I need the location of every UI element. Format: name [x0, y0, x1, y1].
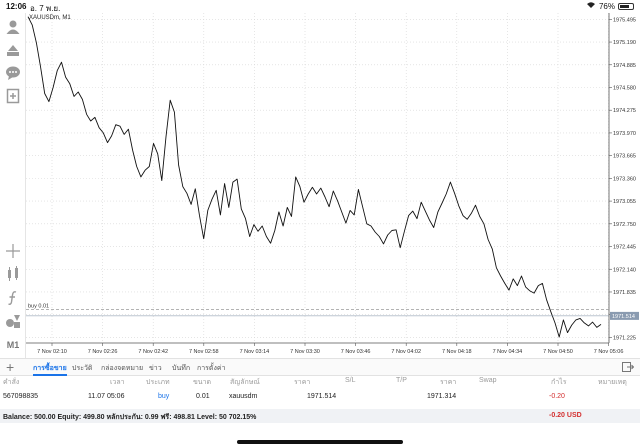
header-comment: หมายเหตุ	[598, 379, 627, 386]
trade-arrows-icon[interactable]	[3, 40, 23, 60]
account-summary-text: Balance: 500.00 Equity: 499.80 หลักประกั…	[3, 414, 257, 421]
order-number: 567098835	[3, 393, 39, 400]
home-indicator	[237, 440, 403, 444]
header-profit: กำไร	[551, 379, 567, 386]
tab-news[interactable]: ข่าว	[149, 365, 162, 372]
active-tab-indicator	[33, 374, 67, 376]
indicators-icon[interactable]	[3, 264, 23, 284]
order-current-price: 1971.314	[427, 393, 457, 400]
x-tick-label: 7 Nov 04:18	[442, 349, 472, 355]
export-icon[interactable]	[622, 362, 635, 375]
header-order: คำสั่ง	[3, 379, 20, 386]
order-volume: 0.01	[196, 393, 210, 400]
battery-icon	[618, 2, 634, 10]
y-tick-label: 1974.885	[613, 63, 636, 69]
x-tick-label: 7 Nov 04:34	[493, 349, 523, 355]
battery-percent: 76%	[598, 1, 615, 11]
y-tick-label: 1972.445	[613, 245, 636, 251]
y-tick-label: 1972.140	[613, 267, 636, 273]
header-sl: S/L	[345, 377, 356, 384]
current-price-tag	[610, 311, 639, 320]
price-line	[27, 16, 602, 338]
chat-icon[interactable]	[3, 63, 23, 83]
y-tick-label: 1971.835	[613, 290, 636, 296]
symbol-label: XAUUSDm, M1	[29, 15, 71, 21]
orders-table-header: คำสั่ง เวลา ประเภท ขนาด สัญลักษณ์ ราคา S…	[0, 377, 640, 390]
status-bar: 12:06 อ. 7 พ.ย. 76%	[0, 0, 640, 13]
x-tick-label: 7 Nov 04:02	[391, 349, 421, 355]
x-tick-label: 7 Nov 05:06	[594, 349, 624, 355]
crosshair-icon[interactable]	[3, 241, 23, 261]
account-summary: Balance: 500.00 Equity: 499.80 หลักประกั…	[0, 409, 640, 423]
header-symbol: สัญลักษณ์	[230, 379, 260, 386]
header-type: ประเภท	[146, 379, 170, 386]
left-toolbar: M1	[0, 13, 26, 358]
tab-mailbox[interactable]: กล่องจดหมาย	[101, 365, 144, 372]
header-volume: ขนาด	[193, 379, 212, 386]
y-tick-label: 1973.055	[613, 199, 636, 205]
header-current-price: ราคา	[440, 379, 457, 386]
objects-icon[interactable]	[3, 311, 23, 331]
x-tick-label: 7 Nov 03:46	[341, 349, 371, 355]
order-symbol: xauusdm	[229, 393, 258, 400]
x-tick-label: 7 Nov 04:50	[543, 349, 573, 355]
y-tick-label: 1973.665	[613, 154, 636, 160]
new-order-icon[interactable]	[3, 86, 23, 106]
header-tp: T/P	[396, 377, 407, 384]
bottom-tab-bar: + การซื้อขาย ประวัติ กล่องจดหมาย ข่าว บั…	[0, 358, 640, 376]
y-tick-label: 1973.360	[613, 176, 636, 182]
status-time: 12:06	[6, 2, 27, 11]
order-time: 11.07 05:06	[88, 393, 125, 400]
y-tick-label: 1974.580	[613, 85, 636, 91]
function-icon[interactable]	[3, 288, 23, 308]
x-tick-label: 7 Nov 02:26	[88, 349, 118, 355]
order-open-price: 1971.514	[307, 393, 337, 400]
tab-history[interactable]: ประวัติ	[72, 365, 93, 372]
header-time: เวลา	[110, 379, 125, 386]
x-tick-label: 7 Nov 03:30	[290, 349, 320, 355]
x-tick-label: 7 Nov 02:10	[37, 349, 67, 355]
x-tick-label: 7 Nov 03:14	[240, 349, 270, 355]
y-tick-label: 1973.970	[613, 131, 636, 137]
order-profit: -0.20	[549, 393, 565, 400]
order-line-label: buy 0.01	[28, 303, 49, 309]
tab-journal[interactable]: บันทึก	[172, 365, 191, 372]
timeframe-button[interactable]: M1	[6, 340, 20, 350]
total-profit: -0.20 USD	[549, 412, 582, 419]
header-open-price: ราคา	[294, 379, 311, 386]
add-icon[interactable]: +	[6, 359, 15, 375]
person-icon[interactable]	[3, 17, 23, 37]
x-tick-label: 7 Nov 02:58	[189, 349, 219, 355]
wifi-icon	[586, 1, 596, 11]
tab-settings[interactable]: การตั้งค่า	[197, 365, 226, 372]
y-tick-label: 1972.750	[613, 222, 636, 228]
y-tick-label: 1975.495	[613, 17, 636, 23]
table-row[interactable]: 567098835 11.07 05:06 buy 0.01 xauusdm 1…	[0, 393, 640, 406]
status-date: อ. 7 พ.ย.	[30, 4, 61, 13]
y-tick-label: 1974.275	[613, 108, 636, 114]
chart-canvas[interactable]: 1975.495 1975.190 1974.885 1974.580 1974.275…	[26, 13, 640, 358]
price-chart[interactable]: XAUUSDm, M1 1975.495 1975.190 1974.885 1974…	[26, 13, 640, 358]
x-tick-label: 7 Nov 02:42	[138, 349, 168, 355]
y-tick-label: 1971.225	[613, 335, 636, 341]
current-price-label: 1971.514	[612, 314, 635, 320]
tab-trade[interactable]: การซื้อขาย	[33, 365, 67, 372]
y-tick-label: 1975.190	[613, 40, 636, 46]
header-swap: Swap	[479, 377, 497, 384]
order-type: buy	[158, 393, 170, 400]
status-right: 76%	[586, 1, 634, 11]
